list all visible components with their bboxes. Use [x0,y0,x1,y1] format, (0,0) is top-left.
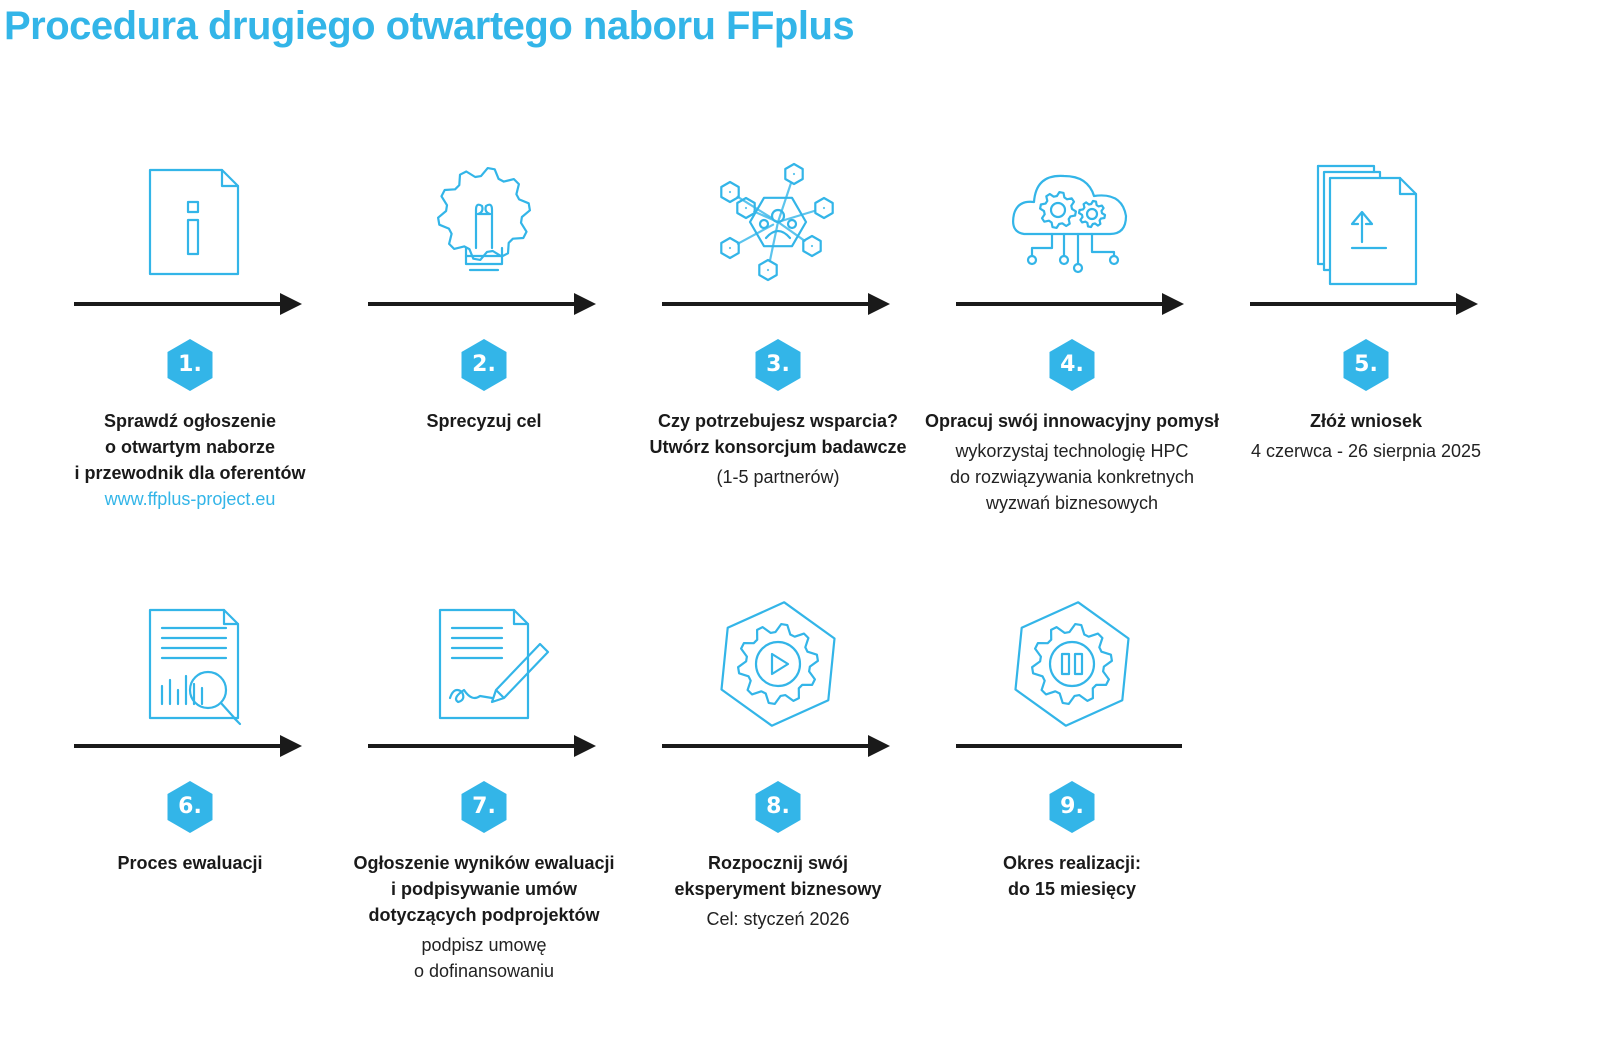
consortium-network-icon [708,152,848,292]
step-text: Sprecyzuj cel [328,408,640,434]
step-number-badge: 3. [753,337,803,393]
step-number-badge: 7. [459,779,509,835]
step-text: Opracuj swój innowacyjny pomysł wykorzyst… [916,408,1228,516]
step-number-badge: 9. [1047,779,1097,835]
step-subtext-line: 4 czerwca - 26 sierpnia 2025 [1250,441,1482,461]
step-text: Sprawdź ogłoszenie o otwartym naborze i pr… [34,408,346,512]
step-heading-line: Okres realizacji: [1002,853,1142,873]
timeline-arrow [1250,289,1490,319]
process-step-7: 7. Ogłoszenie wyników ewaluacji i podpisyw… [353,594,668,1034]
step-heading-line: Utwórz konsorcjum badawcze [649,437,907,457]
step-number-badge: 4. [1047,337,1097,393]
process-step-3: 3. Czy potrzebujesz wsparcia? Utwórz konso… [649,152,962,592]
step-subtext: Cel: styczeń 2026 [622,906,934,932]
gear-pause-icon [1002,594,1142,734]
document-magnifier-icon [120,594,260,734]
step-number-badge: 1. [165,337,215,393]
step-number-badge: 2. [459,337,509,393]
step-text: Rozpocznij swój eksperyment biznesowy Cel:… [622,850,934,932]
step-text: Ogłoszenie wyników ewaluacji i podpisywan… [328,850,640,984]
step-number: 9. [1060,794,1084,819]
step-subtext-line: wyzwań biznesowych [985,493,1159,513]
page-title: Procedura drugiego otwartego naboru FFpl… [4,4,855,48]
process-step-8: 8. Rozpocznij swój eksperyment biznesowy Ce… [662,594,962,1034]
step-subtext: podpisz umowę o dofinansowaniu [328,932,640,984]
step-heading-line: Czy potrzebujesz wsparcia? [657,411,899,431]
step-number: 5. [1354,352,1378,377]
step-number-badge: 6. [165,779,215,835]
step-heading-line: eksperyment biznesowy [674,879,882,899]
step-heading-line: Sprawdź ogłoszenie [103,411,277,431]
process-step-6: 6. Proces ewaluacji [74,594,374,1034]
step-subtext-line: Cel: styczeń 2026 [706,909,850,929]
step-number-badge: 8. [753,779,803,835]
timeline-arrow [662,731,902,761]
process-step-2: 2. Sprecyzuj cel [368,152,668,592]
step-heading-line: i przewodnik dla oferentów [74,463,306,483]
step-heading-line: dotyczących podprojektów [368,905,600,925]
process-step-5: 5. Złóż wniosek 4 czerwca - 26 sierpnia 20… [1250,152,1550,592]
process-step-1: 1. Sprawdź ogłoszenie o otwartym naborze i … [74,152,374,592]
lightbulb-gear-icon [414,152,554,292]
step-heading-line: Złóż wniosek [1309,411,1423,431]
step-subtext-line: podpisz umowę [421,935,547,955]
step-heading-line: Proces ewaluacji [117,853,263,873]
document-signing-icon [414,594,554,734]
step-heading-line: Sprecyzuj cel [426,411,542,431]
step-heading-line: Ogłoszenie wyników ewaluacji [353,853,615,873]
step-subtext-line: o dofinansowaniu [413,961,555,981]
ffplus-website-link[interactable]: www.ffplus-project.eu [104,489,276,509]
step-subtext: (1-5 partnerów) [622,464,934,490]
timeline-arrow [956,289,1196,319]
step-number: 8. [766,794,790,819]
process-step-9: 9. Okres realizacji: do 15 miesięcy [956,594,1256,1034]
gear-play-icon [708,594,848,734]
step-subtext: 4 czerwca - 26 sierpnia 2025 [1210,438,1522,464]
cloud-gears-icon [1002,152,1142,292]
timeline-arrow [74,289,314,319]
step-text: Proces ewaluacji [34,850,346,876]
step-heading-line: Rozpocznij swój [707,853,848,873]
step-heading-line: Opracuj swój innowacyjny pomysł [924,411,1220,431]
timeline-arrow [368,731,608,761]
step-subtext-line: wykorzystaj technologię HPC [955,441,1189,461]
step-text: Okres realizacji: do 15 miesięcy [916,850,1228,902]
step-heading-line: o otwartym naborze [104,437,276,457]
step-heading-line: i podpisywanie umów [390,879,578,899]
step-number: 1. [178,352,202,377]
timeline-line [956,731,1196,761]
step-number: 7. [472,794,496,819]
step-subtext-line: do rozwiązywania konkretnych [949,467,1195,487]
step-number: 2. [472,352,496,377]
step-number: 6. [178,794,202,819]
step-text: Złóż wniosek 4 czerwca - 26 sierpnia 2025 [1210,408,1522,464]
step-subtext-line: (1-5 partnerów) [716,467,840,487]
step-subtext: wykorzystaj technologię HPC do rozwiązywa… [916,438,1228,516]
step-number: 3. [766,352,790,377]
step-number-badge: 5. [1341,337,1391,393]
timeline-arrow [662,289,902,319]
upload-documents-icon [1296,152,1436,292]
step-text: Czy potrzebujesz wsparcia? Utwórz konsorc… [622,408,934,490]
timeline-arrow [368,289,608,319]
info-document-icon [120,152,260,292]
step-number: 4. [1060,352,1084,377]
step-heading-line: do 15 miesięcy [1007,879,1137,899]
timeline-arrow [74,731,314,761]
process-step-4: 4. Opracuj swój innowacyjny pomysł wykorzy… [925,152,1256,592]
